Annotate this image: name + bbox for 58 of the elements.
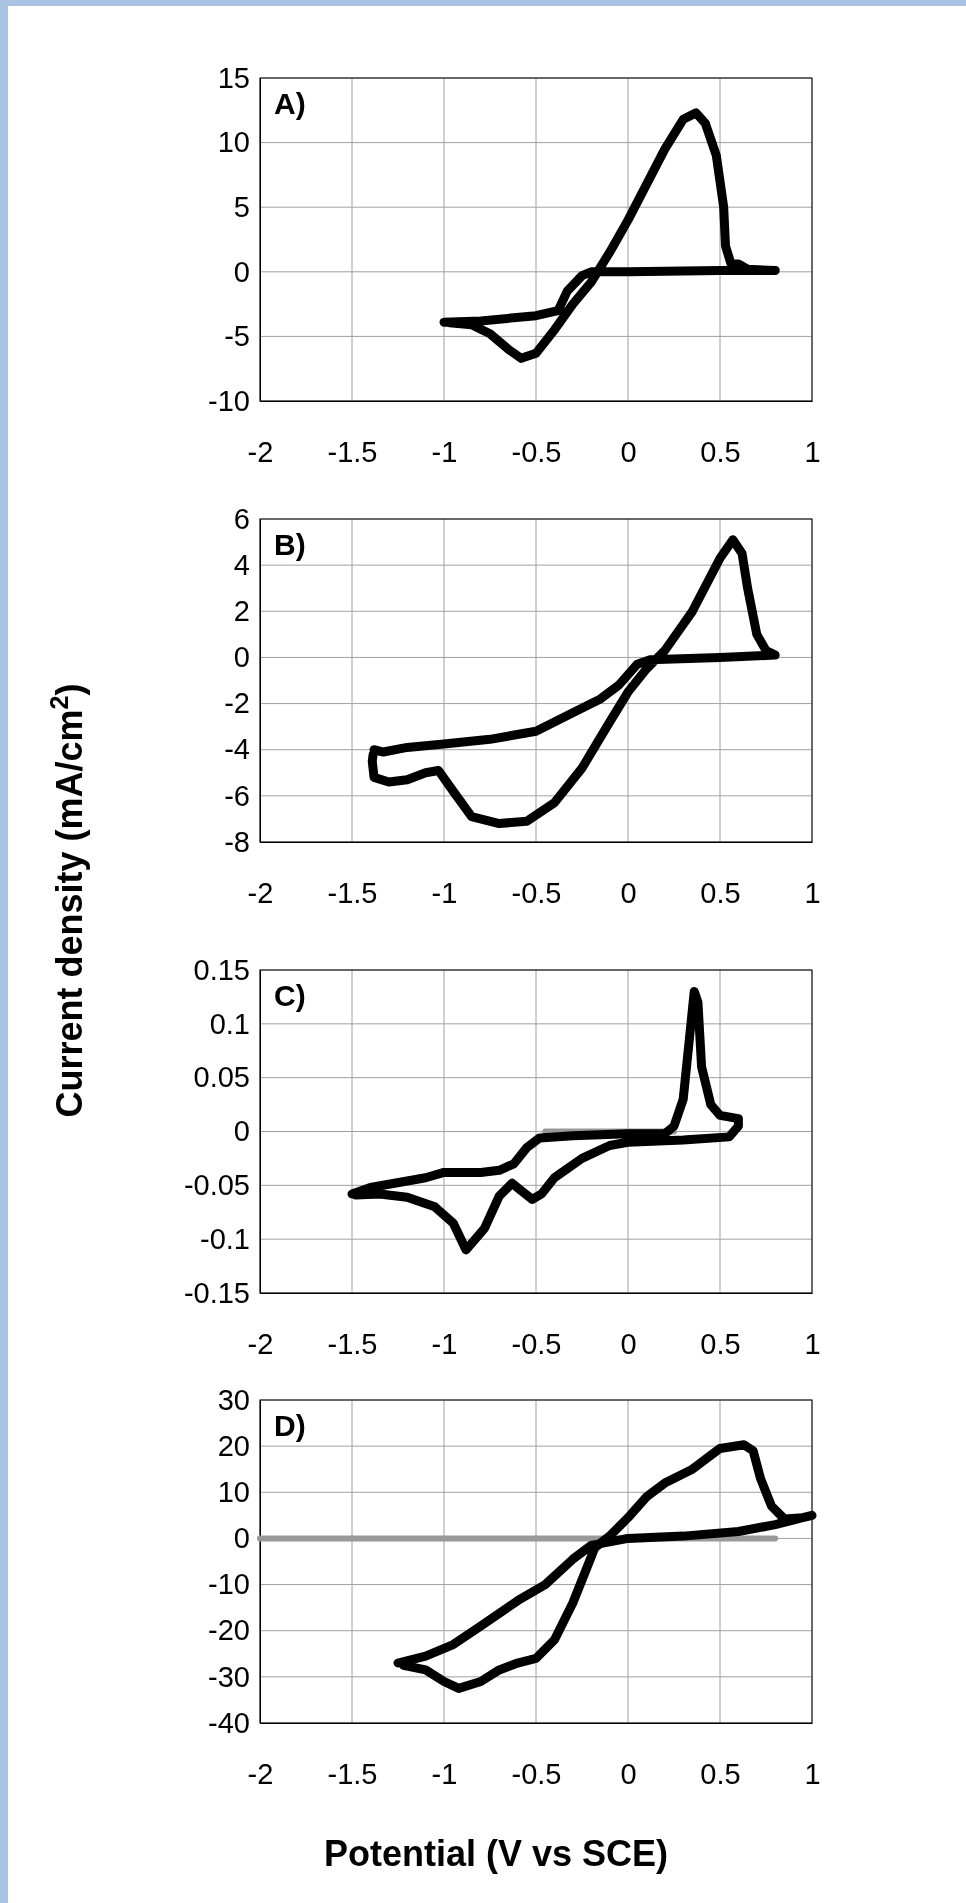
chart-title: A) bbox=[274, 87, 306, 120]
x-tick-label: 1 bbox=[804, 876, 821, 909]
y-tick-label: 0 bbox=[233, 1522, 250, 1555]
x-tick-label: -1 bbox=[431, 435, 458, 468]
chart-title: C) bbox=[274, 979, 306, 1012]
x-tick-label: 0.5 bbox=[700, 435, 741, 468]
y-tick-label: -0.1 bbox=[200, 1222, 250, 1255]
x-axis-title: Potential (V vs SCE) bbox=[323, 1833, 669, 1874]
x-tick-label: 0 bbox=[620, 1327, 637, 1360]
y-tick-label: 0.1 bbox=[209, 1007, 250, 1040]
x-tick-label: 1 bbox=[804, 435, 821, 468]
y-tick-label: 4 bbox=[233, 548, 250, 581]
y-tick-label: -5 bbox=[224, 320, 250, 353]
x-tick-label: -1.5 bbox=[327, 435, 378, 468]
y-tick-label: -10 bbox=[208, 384, 250, 417]
y-tick-label: -4 bbox=[224, 733, 250, 766]
chart-title: D) bbox=[274, 1409, 306, 1442]
x-tick-label: 0.5 bbox=[700, 1757, 741, 1790]
y-tick-label: -20 bbox=[208, 1614, 250, 1647]
x-tick-label: -1.5 bbox=[327, 1327, 378, 1360]
x-tick-label: -0.5 bbox=[511, 435, 562, 468]
x-tick-label: -1 bbox=[431, 1327, 458, 1360]
y-tick-label: 30 bbox=[217, 1383, 250, 1416]
y-tick-label: 0 bbox=[233, 641, 250, 674]
x-tick-label: 0 bbox=[620, 435, 637, 468]
x-tick-label: 0.5 bbox=[700, 1327, 741, 1360]
x-tick-label: 0.5 bbox=[700, 876, 741, 909]
x-tick-label: -1 bbox=[431, 876, 458, 909]
x-tick-label: 1 bbox=[804, 1327, 821, 1360]
y-tick-label: 0.15 bbox=[193, 953, 250, 986]
x-tick-label: -1 bbox=[431, 1757, 458, 1790]
y-tick-label: 5 bbox=[233, 190, 250, 223]
y-tick-label: 2 bbox=[233, 595, 250, 628]
y-tick-label: -0.05 bbox=[183, 1169, 250, 1202]
y-tick-label: 6 bbox=[233, 502, 250, 535]
x-tick-label: -0.5 bbox=[511, 876, 562, 909]
y-tick-label: -0.15 bbox=[183, 1276, 250, 1309]
y-tick-label: 20 bbox=[217, 1429, 250, 1462]
y-tick-label: 0 bbox=[233, 255, 250, 288]
y-tick-label: -6 bbox=[224, 779, 250, 812]
x-tick-label: -1.5 bbox=[327, 876, 378, 909]
y-tick-label: -40 bbox=[208, 1706, 250, 1739]
y-tick-label: 10 bbox=[217, 1476, 250, 1509]
x-tick-label: 0 bbox=[620, 1757, 637, 1790]
y-tick-label: 0 bbox=[233, 1115, 250, 1148]
x-tick-label: 0 bbox=[620, 876, 637, 909]
y-tick-label: -8 bbox=[224, 825, 250, 858]
y-tick-label: -2 bbox=[224, 687, 250, 720]
y-tick-label: -10 bbox=[208, 1568, 250, 1601]
x-tick-label: -1.5 bbox=[327, 1757, 378, 1790]
y-tick-label: -30 bbox=[208, 1660, 250, 1693]
y-tick-label: 10 bbox=[217, 126, 250, 159]
chart-title: B) bbox=[274, 528, 306, 561]
y-tick-label: 15 bbox=[217, 61, 250, 94]
y-tick-label: 0.05 bbox=[193, 1061, 250, 1094]
x-tick-label: -0.5 bbox=[511, 1757, 562, 1790]
x-tick-label: -0.5 bbox=[511, 1327, 562, 1360]
x-tick-label: 1 bbox=[804, 1757, 821, 1790]
